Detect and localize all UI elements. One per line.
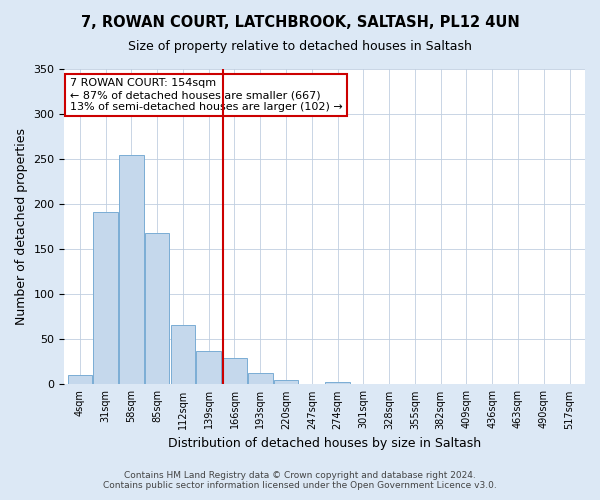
Bar — [171, 325, 195, 384]
Bar — [274, 380, 298, 384]
Text: Contains HM Land Registry data © Crown copyright and database right 2024.
Contai: Contains HM Land Registry data © Crown c… — [103, 470, 497, 490]
Text: 7, ROWAN COURT, LATCHBROOK, SALTASH, PL12 4UN: 7, ROWAN COURT, LATCHBROOK, SALTASH, PL1… — [80, 15, 520, 30]
Text: Size of property relative to detached houses in Saltash: Size of property relative to detached ho… — [128, 40, 472, 53]
X-axis label: Distribution of detached houses by size in Saltash: Distribution of detached houses by size … — [168, 437, 481, 450]
Bar — [196, 351, 221, 384]
Bar — [94, 212, 118, 384]
Bar — [145, 233, 169, 384]
Bar — [119, 154, 143, 384]
Y-axis label: Number of detached properties: Number of detached properties — [15, 128, 28, 325]
Bar — [222, 358, 247, 384]
Bar — [325, 382, 350, 384]
Bar — [68, 376, 92, 384]
Bar — [248, 372, 272, 384]
Text: 7 ROWAN COURT: 154sqm
← 87% of detached houses are smaller (667)
13% of semi-det: 7 ROWAN COURT: 154sqm ← 87% of detached … — [70, 78, 343, 112]
